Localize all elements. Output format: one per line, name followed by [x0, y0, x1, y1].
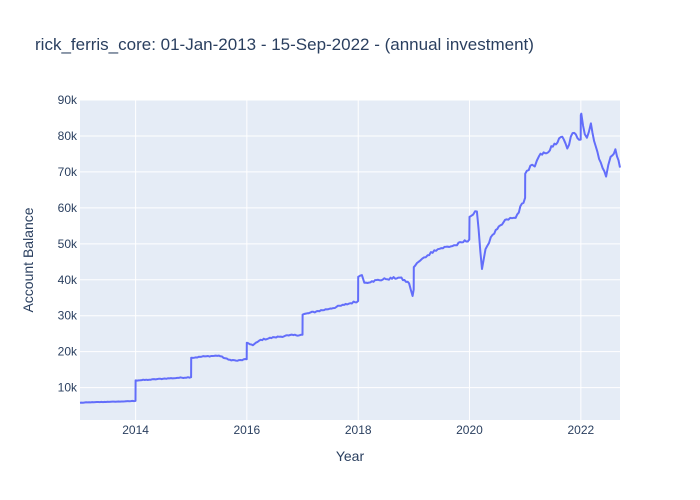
- y-tick-label: 90k: [58, 93, 78, 107]
- x-tick-label: 2014: [122, 423, 149, 437]
- series-line: [79, 112, 621, 404]
- y-tick-label: 40k: [58, 273, 78, 287]
- y-tick-label: 10k: [58, 381, 78, 395]
- x-tick-label: 2016: [233, 423, 260, 437]
- y-tick-label: 50k: [58, 237, 78, 251]
- x-tick-label: 2018: [345, 423, 372, 437]
- y-axis-label: Account Balance: [20, 207, 36, 312]
- y-tick-label: 30k: [58, 309, 78, 323]
- y-tick-label: 60k: [58, 201, 78, 215]
- x-axis-ticks: 2014 2016 2018 2020 2022: [122, 423, 594, 437]
- y-tick-label: 80k: [58, 129, 78, 143]
- x-tick-label: 2020: [456, 423, 483, 437]
- y-tick-label: 20k: [58, 345, 78, 359]
- x-axis-label: Year: [336, 448, 365, 464]
- y-axis-ticks: 10k 20k 30k 40k 50k 60k 70k 80k 90k: [58, 93, 78, 395]
- plot-area: [80, 100, 620, 420]
- chart-title: rick_ferris_core: 01-Jan-2013 - 15-Sep-2…: [35, 35, 534, 54]
- gridlines: [80, 99, 620, 420]
- x-tick-label: 2022: [567, 423, 594, 437]
- y-tick-label: 70k: [58, 165, 78, 179]
